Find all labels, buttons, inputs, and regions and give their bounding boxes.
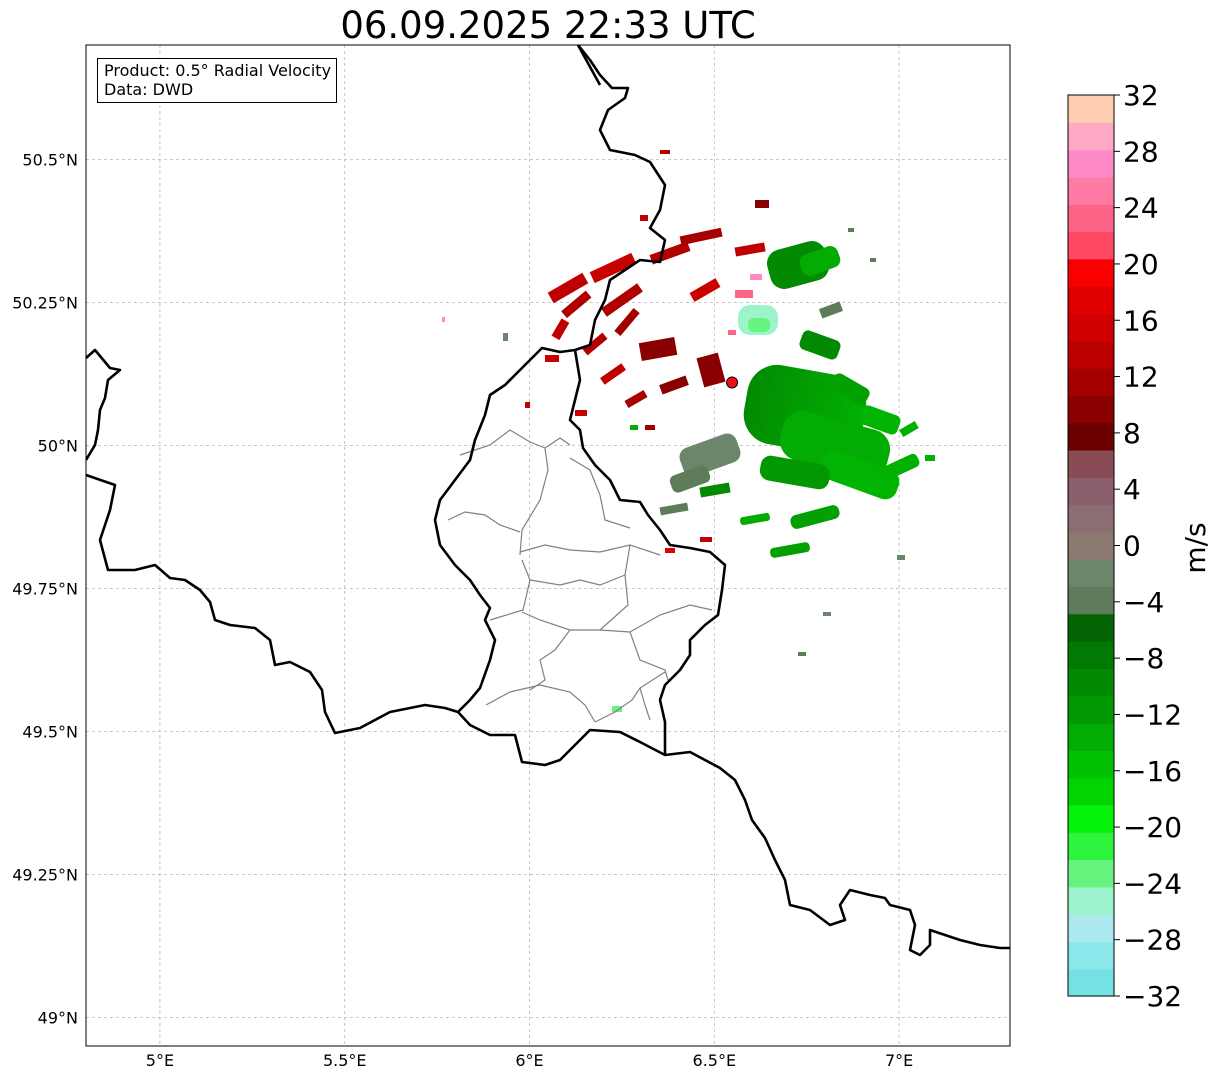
colorbar-tick-label: −8 — [1123, 642, 1164, 675]
colorbar-swatch — [1068, 695, 1114, 724]
colorbar-swatch — [1068, 340, 1114, 369]
radar-site-marker — [726, 376, 739, 389]
national-borders — [86, 45, 1010, 957]
outbound-velocity-echoes — [525, 150, 769, 553]
colorbar-swatch — [1068, 504, 1114, 533]
colorbar-tick-label: −24 — [1123, 867, 1182, 900]
colorbar-swatch — [1068, 477, 1114, 506]
colorbar-swatch — [1068, 258, 1114, 287]
latitude-ticks: 49°N 49.25°N 49.5°N 49.75°N 50°N 50.25°N 50.5°… — [12, 150, 78, 1027]
map-title: 06.09.2025 22:33 UTC — [340, 4, 756, 47]
lat-tick-label: 50°N — [38, 436, 78, 455]
colorbar-swatch — [1068, 286, 1114, 315]
radar-echoes — [442, 150, 935, 712]
colorbar-tick-label: −4 — [1123, 586, 1164, 619]
colorbar-swatch — [1068, 368, 1114, 396]
lat-tick-label: 49°N — [38, 1008, 78, 1027]
colorbar-swatch — [1068, 204, 1114, 233]
lon-tick-label: 5.5°E — [323, 1051, 367, 1070]
colorbar-tick-label: −28 — [1123, 924, 1182, 957]
colorbar-tick-label: 0 — [1123, 530, 1141, 563]
inbound-velocity-echoes — [503, 228, 935, 656]
colorbar-tick-label: 16 — [1123, 304, 1159, 337]
colorbar-ticks: 32 28 24 20 16 12 8 4 0 −4 −8 −12 −16 −20 −24 −28 −32 — [1114, 79, 1182, 1013]
canton-boundaries — [447, 429, 713, 723]
colorbar-swatch — [1068, 886, 1114, 915]
colorbar-tick-label: 8 — [1123, 417, 1141, 450]
lon-tick-label: 6°E — [515, 1051, 543, 1070]
colorbar-swatch — [1068, 914, 1114, 942]
colorbar-swatch — [1068, 231, 1114, 260]
colorbar-tick-label: 4 — [1123, 473, 1141, 506]
colorbar-swatch — [1068, 531, 1114, 560]
colorbar-swatch — [1068, 613, 1114, 642]
colorbar-swatch — [1068, 559, 1114, 588]
high-velocity-echoes — [442, 274, 762, 335]
colorbar-swatch — [1068, 586, 1114, 615]
colorbar-swatch — [1068, 777, 1114, 806]
colorbar-swatch — [1068, 95, 1114, 123]
colorbar-tick-label: −16 — [1123, 755, 1182, 788]
plot-frame — [85, 44, 1011, 1047]
lat-tick-label: 50.25°N — [12, 293, 78, 312]
colorbar-swatch — [1068, 832, 1114, 861]
colorbar-swatch — [1068, 750, 1114, 779]
colorbar-swatch — [1068, 859, 1114, 888]
colorbar: 32 28 24 20 16 12 8 4 0 −4 −8 −12 −16 −20 −24 −28 −32 m/… — [1067, 79, 1212, 1013]
colorbar-tick-label: 12 — [1123, 361, 1159, 394]
colorbar-tick-label: −12 — [1123, 698, 1182, 731]
colorbar-swatch — [1068, 722, 1114, 751]
lat-tick-label: 49.5°N — [22, 722, 78, 741]
colorbar-swatch — [1068, 313, 1114, 342]
lon-tick-label: 6.5°E — [693, 1051, 737, 1070]
colorbar-tick-label: 28 — [1123, 135, 1159, 168]
colorbar-swatch — [1068, 122, 1114, 151]
lon-tick-label: 5°E — [146, 1051, 174, 1070]
longitude-ticks: 5°E 5.5°E 6°E 6.5°E 7°E — [146, 1051, 913, 1070]
colorbar-unit-label: m/s — [1179, 522, 1212, 573]
colorbar-swatch — [1068, 941, 1114, 970]
colorbar-tick-label: −32 — [1123, 980, 1182, 1013]
colorbar-swatch — [1068, 804, 1114, 833]
colorbar-swatch — [1068, 176, 1114, 205]
colorbar-swatch — [1068, 395, 1114, 424]
lat-tick-label: 49.25°N — [12, 865, 78, 884]
lat-tick-label: 50.5°N — [22, 150, 78, 169]
colorbar-swatch — [1068, 422, 1114, 451]
colorbar-tick-label: 24 — [1123, 192, 1159, 225]
lon-tick-label: 7°E — [885, 1051, 913, 1070]
colorbar-tick-label: 20 — [1123, 248, 1159, 281]
colorbar-swatches — [1068, 95, 1114, 997]
colorbar-tick-label: 32 — [1123, 79, 1159, 112]
colorbar-swatch — [1068, 968, 1114, 997]
folded-velocity-echoes — [612, 305, 778, 712]
colorbar-swatch — [1068, 668, 1114, 697]
lat-tick-label: 49.75°N — [12, 579, 78, 598]
colorbar-swatch — [1068, 149, 1114, 178]
colorbar-swatch — [1068, 449, 1114, 478]
data-source-label: Data: DWD — [104, 80, 194, 99]
country-borders — [86, 45, 1010, 957]
product-label: Product: 0.5° Radial Velocity — [104, 61, 332, 80]
colorbar-swatch — [1068, 641, 1114, 669]
product-info-box: Product: 0.5° Radial Velocity Data: DWD — [97, 58, 338, 103]
colorbar-tick-label: −20 — [1123, 811, 1182, 844]
